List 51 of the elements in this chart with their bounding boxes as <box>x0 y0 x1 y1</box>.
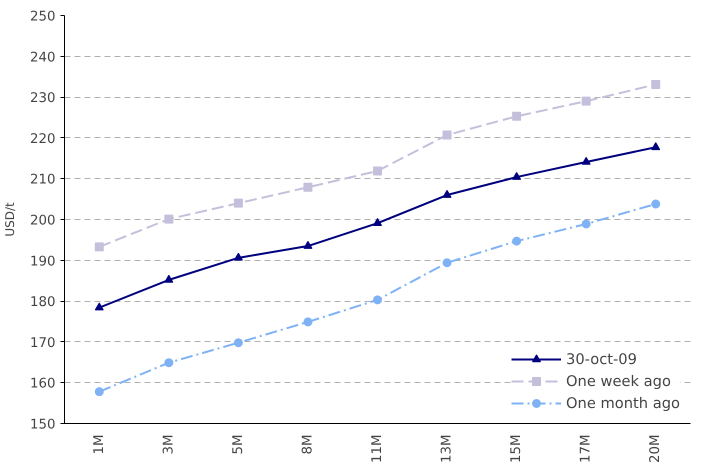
y-tick-label: 220 <box>30 132 56 147</box>
point <box>442 258 452 268</box>
y-tick-label: 240 <box>30 50 56 66</box>
point <box>94 242 104 252</box>
x-tick-label: 13M <box>440 434 455 463</box>
point <box>373 166 382 176</box>
point <box>234 198 243 208</box>
point <box>582 156 591 165</box>
x-tick-label: 15M <box>509 434 524 463</box>
point <box>373 218 382 226</box>
point <box>512 236 522 246</box>
point <box>234 338 243 348</box>
point <box>164 214 174 224</box>
point <box>164 358 174 368</box>
point <box>582 219 591 228</box>
point <box>373 295 382 304</box>
point <box>651 142 660 150</box>
x-tick-label: 5M <box>230 434 246 454</box>
x-tick-label: 3M <box>161 434 176 454</box>
point <box>94 302 104 310</box>
point <box>512 172 522 180</box>
point <box>234 252 243 261</box>
y-tick-label: 190 <box>30 254 56 270</box>
y-tick-label: 200 <box>30 214 56 228</box>
x-tick-label: 8M <box>300 434 316 454</box>
x-tick-label: 17M <box>578 434 594 463</box>
y-tick-label: 160 <box>30 376 56 392</box>
point <box>512 112 522 121</box>
point <box>164 274 174 283</box>
point <box>442 130 452 140</box>
y-tick-label: 230 <box>30 91 56 106</box>
x-tick-label: 20M <box>648 434 664 463</box>
y-tick-label: 250 <box>30 10 56 24</box>
y-tick-label: 170 <box>30 336 56 351</box>
point <box>651 200 660 208</box>
point <box>442 190 452 198</box>
legend-label: One month ago <box>566 394 680 412</box>
y-tick-label: 210 <box>30 172 56 188</box>
point <box>303 182 312 192</box>
y-tick-label: 150 <box>30 418 56 432</box>
x-tick-label: 1M <box>92 434 107 454</box>
point <box>94 387 104 396</box>
y-tick-label: 180 <box>30 295 56 310</box>
point <box>651 80 660 89</box>
x-tick-label: 11M <box>370 434 385 463</box>
y-axis-title: USD/t <box>3 202 18 237</box>
legend-label: One week ago <box>566 372 671 390</box>
legend-label: 30-oct-09 <box>566 350 637 368</box>
point <box>582 96 591 106</box>
point <box>303 240 312 249</box>
point <box>303 317 312 326</box>
